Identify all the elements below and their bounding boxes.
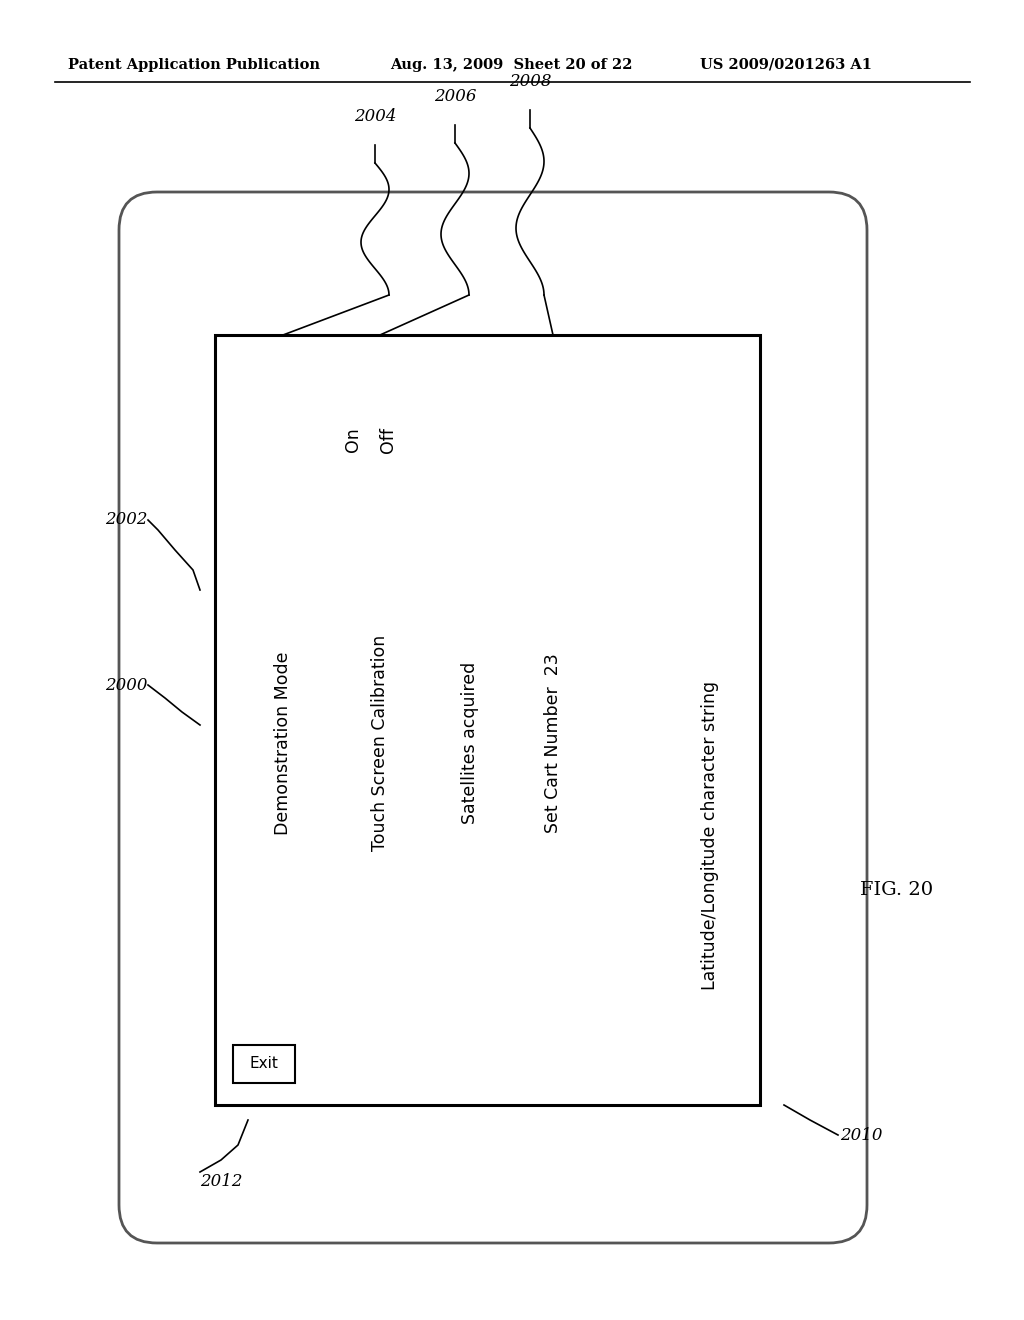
Text: 2006: 2006 <box>434 88 476 106</box>
Text: Touch Screen Calibration: Touch Screen Calibration <box>371 635 389 851</box>
Text: FIG. 20: FIG. 20 <box>860 880 933 899</box>
Text: Satellites acquired: Satellites acquired <box>461 661 479 824</box>
Text: 2004: 2004 <box>353 108 396 125</box>
Text: Exit: Exit <box>250 1056 279 1072</box>
Text: Patent Application Publication: Patent Application Publication <box>68 58 319 73</box>
Text: On: On <box>344 428 362 453</box>
Text: 2008: 2008 <box>509 73 551 90</box>
Text: 2012: 2012 <box>200 1173 243 1191</box>
Text: 2002: 2002 <box>105 511 148 528</box>
Text: US 2009/0201263 A1: US 2009/0201263 A1 <box>700 58 872 73</box>
Text: 2000: 2000 <box>105 676 148 693</box>
Text: 2010: 2010 <box>840 1126 883 1143</box>
Text: Latitude/Longitude character string: Latitude/Longitude character string <box>701 681 719 990</box>
Text: Off: Off <box>379 426 397 453</box>
Text: Demonstration Mode: Demonstration Mode <box>274 651 292 834</box>
FancyBboxPatch shape <box>119 191 867 1243</box>
Text: Set Cart Number  23: Set Cart Number 23 <box>544 653 562 833</box>
Bar <box>233 1045 295 1082</box>
Bar <box>215 335 760 1105</box>
Text: Aug. 13, 2009  Sheet 20 of 22: Aug. 13, 2009 Sheet 20 of 22 <box>390 58 633 73</box>
